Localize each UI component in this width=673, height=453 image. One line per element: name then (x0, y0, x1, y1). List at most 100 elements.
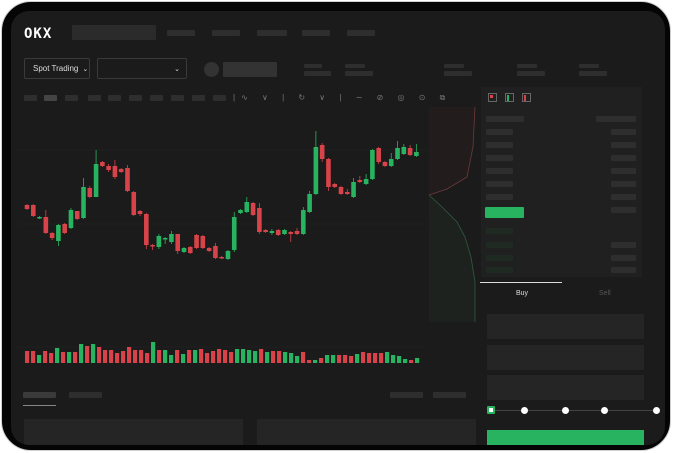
candle-body (49, 233, 55, 238)
volume-bar (43, 351, 48, 363)
orderbook-view-asks-icon[interactable] (522, 93, 531, 102)
ask-price[interactable] (486, 129, 513, 135)
timeframe-button[interactable] (213, 95, 226, 101)
volume-bar (91, 344, 96, 363)
volume-bar (211, 351, 216, 363)
timeframe-button[interactable] (171, 95, 184, 101)
slider-step[interactable] (521, 407, 528, 414)
slider-step[interactable] (562, 407, 569, 414)
total-input[interactable] (487, 375, 644, 400)
nav-item[interactable] (167, 30, 195, 36)
volume-bar (325, 355, 330, 363)
bid-price[interactable] (486, 242, 513, 248)
stat-label (345, 64, 365, 68)
slider-step[interactable] (601, 407, 608, 414)
pair-dropdown[interactable]: ⌄ (97, 58, 187, 79)
candlestick-chart[interactable] (17, 107, 428, 367)
volume-bar (205, 353, 210, 363)
price-input[interactable] (487, 314, 644, 339)
chevron-down-icon: ⌄ (174, 65, 180, 73)
volume-bar (37, 355, 42, 363)
timeframe-button[interactable] (44, 95, 57, 101)
nav-item[interactable] (347, 30, 375, 36)
candle-body (275, 230, 281, 235)
candle-body (156, 236, 162, 247)
nav-item[interactable] (257, 30, 287, 36)
ask-price[interactable] (486, 181, 513, 187)
slider-handle[interactable] (487, 406, 495, 414)
buy-tab[interactable]: Buy (516, 290, 529, 297)
candle-body (68, 210, 74, 228)
candle-body (219, 257, 224, 259)
amount-slider[interactable] (491, 410, 657, 411)
candle-body (332, 184, 338, 187)
volume-bar (25, 351, 30, 363)
volume-bar (391, 355, 396, 363)
volume-bar (241, 349, 246, 363)
candle-body (87, 188, 93, 197)
orderbook-view-bids-icon[interactable] (505, 93, 514, 102)
history-tab[interactable] (69, 392, 102, 398)
candle-body (244, 202, 250, 212)
timeframe-button[interactable] (88, 95, 101, 101)
ask-price[interactable] (486, 194, 513, 200)
ask-price[interactable] (486, 142, 513, 148)
buy-button[interactable] (487, 430, 644, 445)
volume-bar (379, 353, 384, 363)
depth-chart (428, 107, 476, 322)
candle-body (125, 168, 130, 191)
volume-bar (247, 350, 252, 363)
amount-input[interactable] (487, 345, 644, 370)
ask-price[interactable] (486, 116, 524, 122)
filter-button[interactable] (390, 392, 423, 398)
bid-price[interactable] (486, 255, 513, 261)
candle-body (338, 187, 344, 194)
ask-price[interactable] (486, 168, 513, 174)
orderbook-view-both-icon[interactable] (488, 93, 497, 102)
timeframe-button[interactable] (129, 95, 142, 101)
timeframe-button[interactable] (108, 95, 121, 101)
volume-bar (97, 347, 102, 363)
volume-bar (169, 355, 174, 363)
candle-body (37, 217, 42, 219)
assets-panel (257, 419, 476, 445)
ask-amount (611, 181, 636, 187)
candle-body (282, 230, 287, 234)
nav-item[interactable] (302, 30, 330, 36)
volume-bar (283, 352, 288, 363)
nav-item[interactable] (212, 30, 240, 36)
slider-step[interactable] (653, 407, 660, 414)
ask-amount (611, 194, 636, 200)
timeframe-button[interactable] (150, 95, 163, 101)
market-type-dropdown[interactable]: Spot Trading ⌄ (24, 58, 90, 79)
candle-body (213, 246, 218, 258)
chart-tools-icons[interactable]: |∿ ∨ | ↻ ∨ | ∼ ⊘ ◎ ⊙ ⧉ (233, 93, 452, 102)
timeframe-button[interactable] (24, 95, 37, 101)
candle-body (100, 162, 105, 166)
volume-bar (85, 346, 90, 363)
volume-bar (157, 350, 162, 363)
search-bar[interactable] (72, 25, 156, 40)
sell-tab[interactable]: Sell (599, 290, 611, 297)
candle-body (150, 245, 155, 247)
candle-body (181, 248, 187, 252)
ask-price[interactable] (486, 155, 513, 161)
volume-bar (55, 348, 60, 363)
timeframe-button[interactable] (65, 95, 78, 101)
orders-tab[interactable] (23, 392, 56, 398)
candle-body (238, 210, 243, 213)
stat-label (444, 64, 464, 68)
filter-button[interactable] (433, 392, 466, 398)
timeframe-button[interactable] (192, 95, 205, 101)
candle-body (388, 159, 394, 166)
bid-price[interactable] (486, 228, 513, 234)
volume-bar (301, 352, 306, 363)
bid-price[interactable] (486, 267, 513, 273)
mid-amount (611, 207, 636, 213)
volume-bar (265, 352, 270, 363)
candle-body (43, 217, 49, 233)
volume-bar (373, 353, 378, 363)
candle-body (395, 148, 400, 159)
bid-amount (611, 267, 636, 273)
